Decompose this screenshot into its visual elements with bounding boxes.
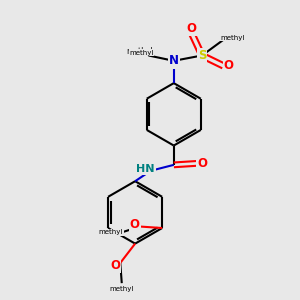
- Text: HN: HN: [136, 164, 154, 174]
- Text: methyl: methyl: [129, 50, 153, 56]
- Text: O: O: [187, 22, 196, 35]
- Text: methyl: methyl: [99, 230, 123, 236]
- Text: O: O: [130, 218, 140, 231]
- Text: methyl: methyl: [132, 50, 152, 55]
- Text: S: S: [198, 49, 206, 62]
- Text: methyl: methyl: [110, 286, 134, 292]
- Text: O: O: [224, 59, 234, 72]
- Text: O: O: [197, 157, 207, 170]
- Text: O: O: [110, 259, 120, 272]
- Text: methyl: methyl: [126, 47, 153, 56]
- Text: methyl: methyl: [220, 34, 245, 40]
- Text: N: N: [169, 54, 179, 67]
